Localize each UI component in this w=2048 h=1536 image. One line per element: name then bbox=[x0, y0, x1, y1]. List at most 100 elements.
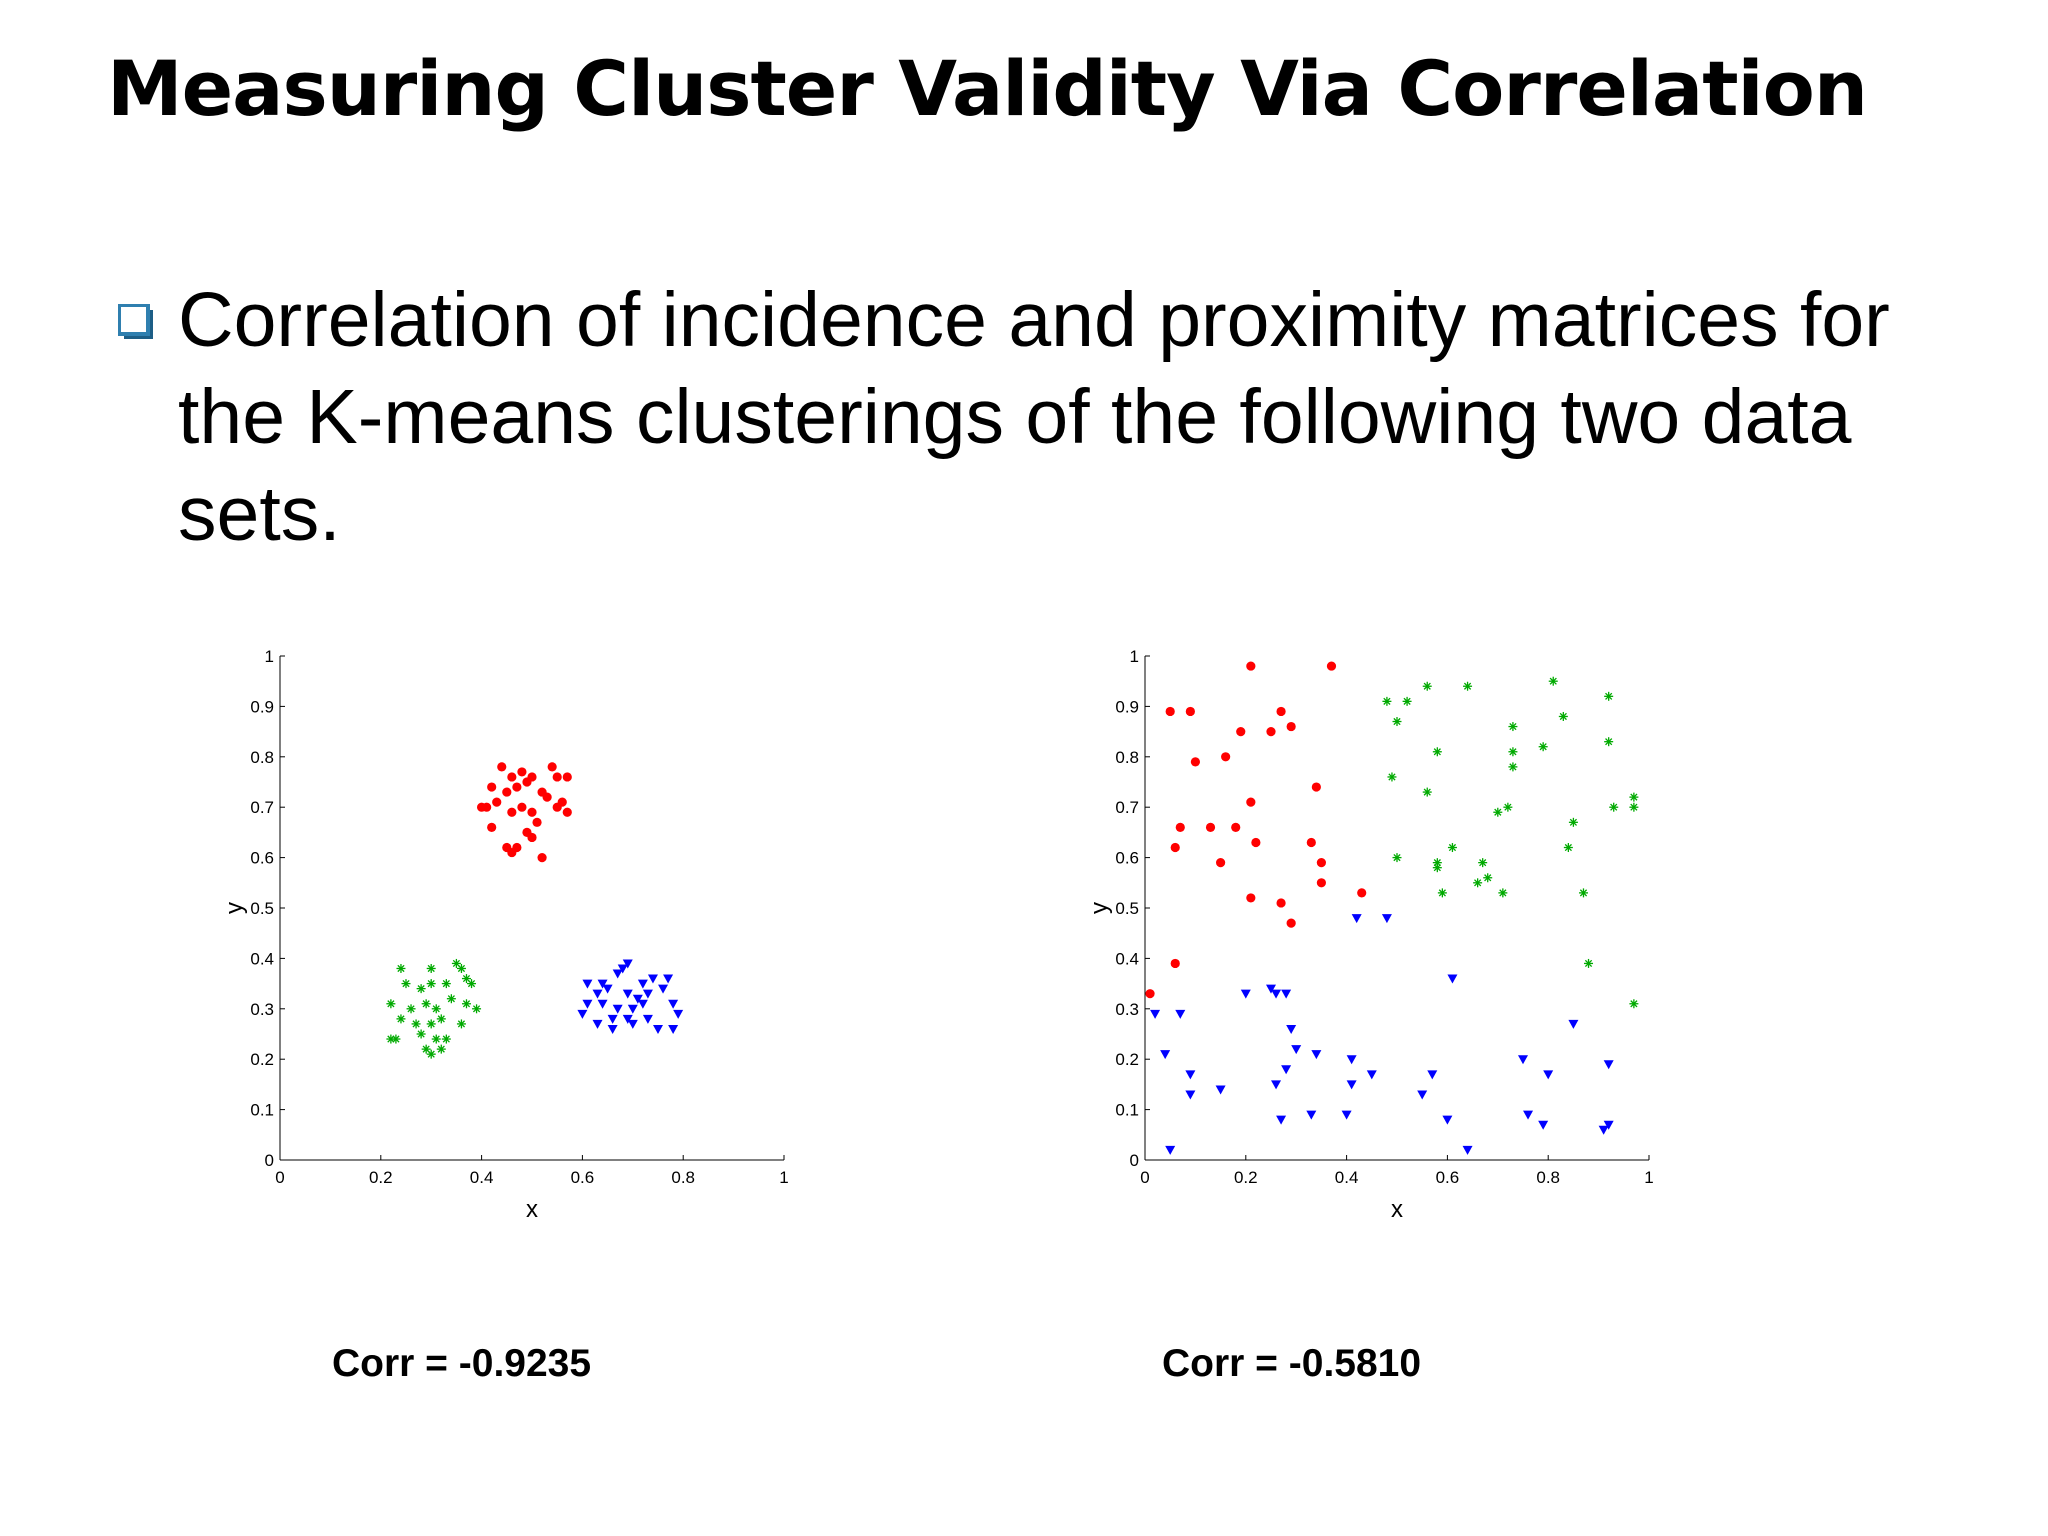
data-point-cluster-2 bbox=[1437, 888, 1447, 898]
data-point-cluster-1 bbox=[547, 762, 557, 772]
x-tick-label: 0.4 bbox=[470, 1168, 494, 1187]
data-point-cluster-3 bbox=[1215, 1085, 1226, 1095]
data-point-cluster-2 bbox=[1604, 691, 1614, 701]
data-point-cluster-1 bbox=[527, 832, 537, 843]
data-point-cluster-3 bbox=[1341, 1110, 1352, 1120]
data-point-cluster-1 bbox=[487, 822, 497, 832]
data-point-cluster-3 bbox=[607, 1024, 618, 1034]
data-point-cluster-3 bbox=[622, 1014, 633, 1024]
x-tick-label: 0 bbox=[1140, 1168, 1149, 1187]
data-point-cluster-3 bbox=[1291, 1045, 1302, 1055]
x-tick-label: 0.4 bbox=[1335, 1168, 1359, 1187]
data-point-cluster-3 bbox=[1442, 1115, 1453, 1125]
data-point-cluster-1 bbox=[1316, 878, 1326, 888]
data-point-cluster-1 bbox=[1145, 989, 1155, 999]
data-point-cluster-2 bbox=[1387, 772, 1397, 782]
data-point-cluster-3 bbox=[1417, 1090, 1428, 1100]
data-point-cluster-2 bbox=[472, 1004, 482, 1014]
data-point-cluster-3 bbox=[1185, 1090, 1196, 1100]
data-point-cluster-3 bbox=[622, 959, 633, 969]
data-point-cluster-3 bbox=[612, 1004, 623, 1014]
data-point-cluster-1 bbox=[1266, 727, 1276, 737]
data-point-cluster-3 bbox=[627, 1019, 638, 1029]
data-point-cluster-2 bbox=[1478, 858, 1488, 868]
data-point-cluster-3 bbox=[617, 964, 628, 974]
x-tick-label: 0.6 bbox=[1436, 1168, 1460, 1187]
data-point-cluster-1 bbox=[1216, 858, 1226, 868]
x-tick-label: 0.8 bbox=[671, 1168, 695, 1187]
data-point-cluster-1 bbox=[1246, 893, 1256, 903]
data-point-cluster-3 bbox=[653, 1024, 663, 1034]
x-tick-label: 1 bbox=[1644, 1168, 1653, 1187]
data-point-cluster-1 bbox=[1306, 837, 1316, 848]
y-axis-label: y bbox=[221, 902, 248, 914]
data-point-cluster-3 bbox=[658, 984, 669, 994]
y-tick-label: 0 bbox=[1130, 1151, 1139, 1170]
data-point-cluster-1 bbox=[1185, 706, 1195, 717]
data-point-cluster-3 bbox=[622, 989, 633, 999]
data-point-cluster-2 bbox=[421, 1044, 431, 1054]
data-point-cluster-1 bbox=[482, 802, 492, 812]
data-point-cluster-2 bbox=[467, 979, 477, 989]
data-point-cluster-1 bbox=[562, 772, 572, 782]
data-point-cluster-1 bbox=[492, 797, 502, 807]
data-point-cluster-1 bbox=[1231, 822, 1241, 832]
data-point-cluster-3 bbox=[1381, 914, 1392, 924]
data-point-cluster-1 bbox=[1170, 958, 1180, 969]
data-point-cluster-1 bbox=[507, 772, 517, 782]
data-point-cluster-2 bbox=[396, 963, 406, 973]
data-point-cluster-2 bbox=[1463, 681, 1473, 691]
data-point-cluster-2 bbox=[421, 999, 431, 1009]
data-point-cluster-2 bbox=[461, 999, 471, 1009]
data-point-cluster-3 bbox=[612, 969, 623, 979]
data-point-cluster-3 bbox=[1185, 1070, 1196, 1080]
data-point-cluster-1 bbox=[537, 853, 547, 863]
data-point-cluster-1 bbox=[1205, 822, 1216, 832]
y-axis-label: y bbox=[1086, 902, 1113, 914]
data-point-cluster-2 bbox=[1432, 863, 1442, 873]
data-point-cluster-1 bbox=[1251, 837, 1261, 848]
data-point-cluster-2 bbox=[1432, 747, 1442, 757]
data-point-cluster-3 bbox=[668, 1024, 679, 1034]
data-point-cluster-2 bbox=[1604, 737, 1614, 747]
y-tick-label: 0.2 bbox=[250, 1050, 274, 1069]
data-point-cluster-2 bbox=[1422, 787, 1432, 797]
data-point-cluster-1 bbox=[517, 802, 527, 812]
y-tick-label: 0.5 bbox=[250, 899, 274, 918]
x-tick-label: 0 bbox=[275, 1168, 284, 1187]
data-point-cluster-1 bbox=[502, 787, 512, 797]
scatter-svg: 0 0.2 0.4 0.6 0.8 1 0 0.1 0.2 0.3 0.4 0.5 0.6 0.7 0.8 0… bbox=[221, 647, 789, 1223]
y-tick-label: 0.9 bbox=[250, 697, 274, 716]
y-tick-label: 0.6 bbox=[1115, 849, 1139, 868]
data-point-cluster-3 bbox=[1603, 1060, 1614, 1070]
data-point-cluster-2 bbox=[426, 1019, 436, 1029]
y-tick-label: 1 bbox=[265, 647, 274, 666]
data-point-cluster-2 bbox=[451, 958, 461, 968]
scatter-svg: 0 0.2 0.4 0.6 0.8 1 0 0.1 0.2 0.3 0.4 0.5 0.6 0.7 0.8 0… bbox=[1086, 647, 1654, 1223]
data-point-cluster-2 bbox=[1382, 696, 1392, 706]
data-point-cluster-2 bbox=[431, 1034, 441, 1044]
data-point-cluster-3 bbox=[597, 999, 608, 1009]
data-point-cluster-3 bbox=[1346, 1055, 1357, 1065]
y-tick-label: 0.8 bbox=[250, 748, 274, 767]
y-tick-label: 0 bbox=[265, 1151, 274, 1170]
data-point-cluster-2 bbox=[426, 979, 436, 989]
data-point-cluster-2 bbox=[1493, 807, 1503, 817]
data-point-cluster-3 bbox=[1271, 1080, 1282, 1090]
data-point-cluster-2 bbox=[416, 1029, 426, 1039]
data-point-cluster-1 bbox=[1286, 918, 1296, 928]
data-point-cluster-1 bbox=[532, 817, 542, 827]
data-point-cluster-3 bbox=[673, 1009, 684, 1019]
data-point-cluster-2 bbox=[1508, 747, 1518, 757]
data-point-cluster-1 bbox=[562, 807, 572, 817]
data-point-cluster-1 bbox=[1316, 858, 1326, 868]
data-point-cluster-2 bbox=[386, 999, 396, 1009]
data-point-cluster-1 bbox=[517, 767, 527, 777]
data-point-cluster-2 bbox=[411, 1019, 421, 1029]
data-point-cluster-3 bbox=[577, 1009, 588, 1019]
data-point-cluster-3 bbox=[1276, 1115, 1287, 1125]
data-point-cluster-2 bbox=[1568, 817, 1578, 827]
scatter-plot-right: 0 0.2 0.4 0.6 0.8 1 0 0.1 0.2 0.3 0.4 0.5 0.6 0.7 0.8 0… bbox=[1075, 630, 1675, 1230]
y-tick-label: 0.4 bbox=[1115, 949, 1139, 968]
data-point-cluster-3 bbox=[1568, 1019, 1579, 1029]
